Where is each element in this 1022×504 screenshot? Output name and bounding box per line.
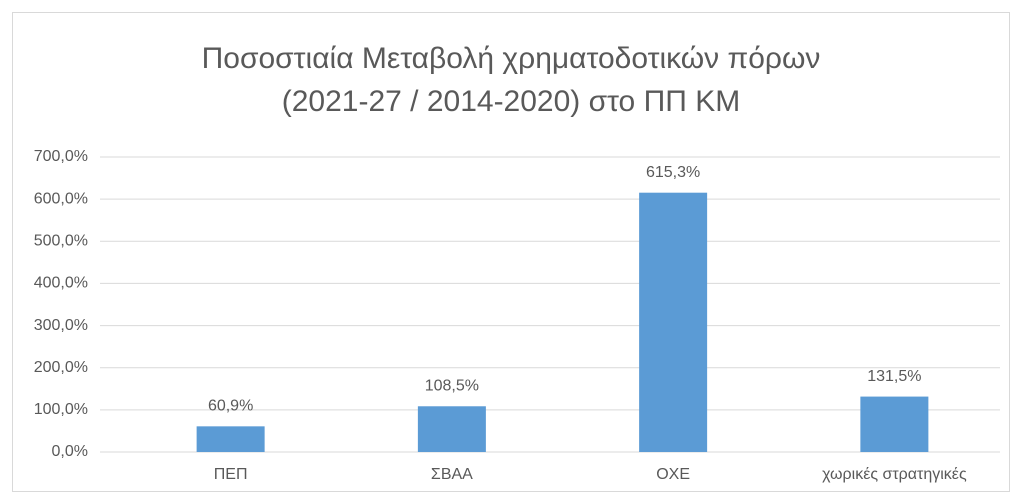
data-label: 60,9% [208, 398, 253, 415]
bar [639, 192, 708, 452]
y-tick-label: 0,0% [52, 443, 88, 460]
x-tick-label: ΟΧΕ [656, 466, 690, 483]
bar [860, 396, 929, 452]
data-label: 615,3% [646, 164, 700, 181]
y-tick-label: 100,0% [34, 401, 88, 418]
x-tick-label: ΣΒΑΑ [431, 466, 473, 483]
bar [417, 406, 486, 452]
y-tick-label: 200,0% [34, 359, 88, 376]
data-label: 131,5% [867, 368, 921, 385]
y-tick-label: 600,0% [34, 190, 88, 207]
chart-title: Ποσοστιαία Μεταβολή χρηματοδοτικών πόρων [202, 42, 821, 75]
y-tick-label: 500,0% [34, 233, 88, 250]
x-tick-label: χωρικές στρατηγικές [822, 466, 967, 483]
x-tick-label: ΠΕΠ [214, 466, 248, 483]
chart-title: (2021-27 / 2014-2020) στο ΠΠ ΚΜ [282, 85, 741, 118]
data-label: 108,5% [425, 377, 479, 394]
chart-border [12, 12, 1010, 492]
bar [196, 426, 265, 452]
y-tick-label: 300,0% [34, 317, 88, 334]
y-tick-label: 700,0% [34, 148, 88, 165]
y-tick-label: 400,0% [34, 275, 88, 292]
